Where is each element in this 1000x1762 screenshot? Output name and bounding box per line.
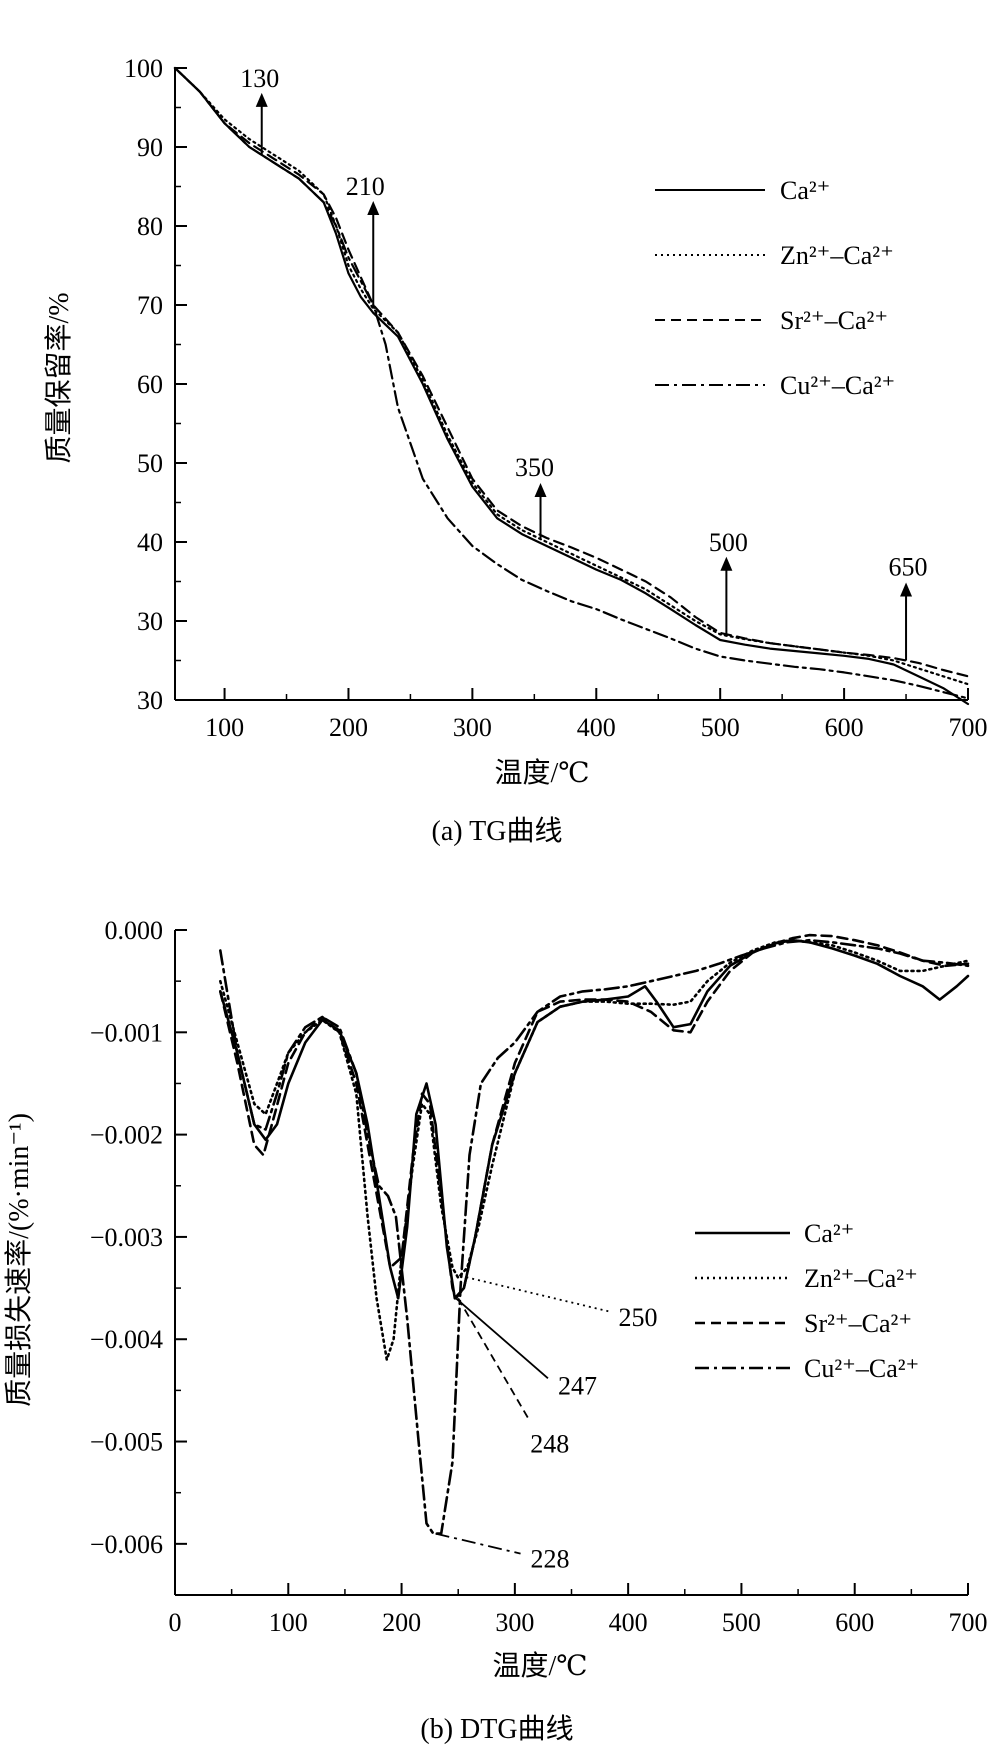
tg-legend-label-4: Cu²⁺–Ca²⁺ <box>780 371 895 400</box>
tg-annotation-label: 350 <box>515 453 554 482</box>
tg-x-tick-label: 200 <box>329 713 368 742</box>
dtg-legend-label-3: Sr²⁺–Ca²⁺ <box>804 1309 912 1338</box>
dtg-y-tick-label: −0.003 <box>90 1223 163 1252</box>
dtg-series-line-4 <box>219 938 970 1535</box>
tg-annotation-label: 130 <box>240 64 279 93</box>
tg-x-tick-label: 400 <box>577 713 616 742</box>
dtg-series-line-3 <box>219 933 970 1300</box>
tg-xlabel: 温度/℃ <box>494 757 589 789</box>
dtg-annotation-leader <box>457 1297 529 1419</box>
tg-y-tick-label: 80 <box>137 212 163 241</box>
tg-y-tick-label: 90 <box>137 133 163 162</box>
tg-x-tick-label: 300 <box>453 713 492 742</box>
dtg-legend-label-1: Ca²⁺ <box>804 1219 854 1248</box>
dtg-annotation-leader <box>455 1297 549 1379</box>
dtg-xlabel: 温度/℃ <box>492 1650 587 1682</box>
tg-y-tick-label: 40 <box>137 528 163 557</box>
dtg-annotation-leader <box>460 1274 611 1313</box>
dtg-annotation-label: 228 <box>531 1545 570 1574</box>
dtg-series-line-2 <box>219 938 970 1361</box>
dtg-series-line-1 <box>219 938 970 1300</box>
dtg-x-tick-label: 700 <box>949 1608 988 1637</box>
dtg-caption: (b) DTG曲线 <box>420 1713 573 1745</box>
tg-series-line-3 <box>173 66 970 678</box>
dtg-x-tick-label: 0 <box>169 1608 182 1637</box>
tg-annotation-arrow-head <box>534 483 547 498</box>
tg-caption: (a) TG曲线 <box>432 815 563 847</box>
dtg-y-tick-label: −0.006 <box>90 1530 163 1559</box>
dtg-y-tick-label: −0.005 <box>90 1428 163 1457</box>
dtg-ylabel: 质量损失速率/(%·min⁻¹) <box>3 1113 35 1407</box>
tg-x-tick-label: 500 <box>701 713 740 742</box>
dtg-y-tick-label: 0.000 <box>105 916 164 945</box>
dtg-annotation-leader <box>435 1532 521 1555</box>
dtg-annotation-label: 247 <box>558 1371 597 1400</box>
tg-y-tick-label: 60 <box>137 370 163 399</box>
tg-x-tick-label: 600 <box>825 713 864 742</box>
tg-annotation-arrow-head <box>720 556 733 571</box>
dtg-x-tick-label: 400 <box>609 1608 648 1637</box>
tg-y-tick-label: 100 <box>124 54 163 83</box>
tg-annotation-label: 210 <box>346 172 385 201</box>
tg-series-line-4 <box>173 66 970 700</box>
tg-x-tick-label: 700 <box>949 713 988 742</box>
dtg-x-tick-label: 500 <box>722 1608 761 1637</box>
dtg-x-tick-label: 100 <box>269 1608 308 1637</box>
dtg-legend-label-2: Zn²⁺–Ca²⁺ <box>804 1264 918 1293</box>
dtg-annotation-label: 250 <box>618 1303 657 1332</box>
tg-y-tick-label: 30 <box>137 607 163 636</box>
tg-ylabel: 质量保留率/% <box>43 292 75 463</box>
dtg-y-tick-label: −0.001 <box>90 1018 163 1047</box>
dtg-x-tick-label: 200 <box>382 1608 421 1637</box>
tg-y-tick-label: 30 <box>137 686 163 715</box>
tg-y-tick-label: 70 <box>137 291 163 320</box>
dtg-legend-label-4: Cu²⁺–Ca²⁺ <box>804 1354 919 1383</box>
dtg-y-tick-label: −0.002 <box>90 1121 163 1150</box>
tg-annotation-label: 500 <box>709 528 748 557</box>
tg-legend-label-3: Sr²⁺–Ca²⁺ <box>780 306 888 335</box>
tg-annotation-label: 650 <box>889 553 928 582</box>
tg-legend-label-1: Ca²⁺ <box>780 176 830 205</box>
tg-annotation-arrow-head <box>900 582 913 597</box>
dtg-y-tick-label: −0.004 <box>90 1325 163 1354</box>
tg-annotation-arrow-head <box>255 92 268 107</box>
tg-legend-label-2: Zn²⁺–Ca²⁺ <box>780 241 894 270</box>
tg-series-line-2 <box>173 66 970 686</box>
dtg-x-tick-label: 600 <box>835 1608 874 1637</box>
dtg-x-tick-label: 300 <box>495 1608 534 1637</box>
tg-y-tick-label: 50 <box>137 449 163 478</box>
dtg-annotation-label: 248 <box>530 1429 569 1458</box>
tg-annotation-arrow-head <box>367 201 380 215</box>
tg-x-tick-label: 100 <box>205 713 244 742</box>
chart-marks: 100 200 300 400 500 600 7001009080706050403030… <box>90 54 988 1637</box>
